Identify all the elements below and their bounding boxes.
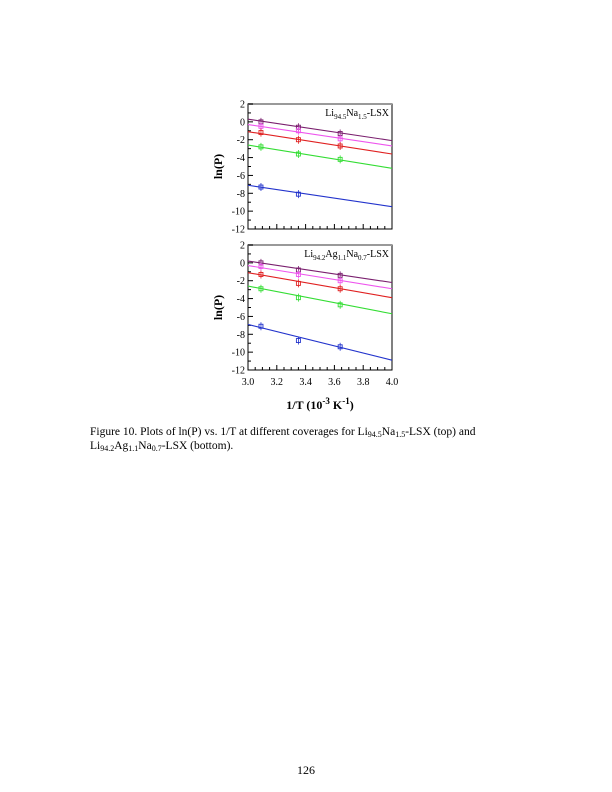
- y-axis-label: ln(P): [211, 295, 225, 320]
- y-tick-label: -8: [237, 330, 245, 341]
- chart-panel-top: 2 0 -2 -4 -6 -8 -10 -12 ln(P) Li94.5Na1.5-LSX: [211, 100, 393, 236]
- series-line: [247, 184, 393, 208]
- caption-text: Ag: [114, 440, 129, 452]
- x-label-part: -3: [322, 396, 330, 406]
- series-line: [247, 118, 393, 142]
- caption-text: Figure 10. Plots of ln(P) vs. 1/T at dif…: [90, 426, 368, 438]
- y-tick-label: -4: [237, 294, 245, 305]
- series-line: [247, 264, 393, 290]
- title-part: 1.5: [358, 113, 367, 121]
- y-tick-label: 0: [240, 117, 245, 128]
- title-part: Ag: [325, 249, 337, 260]
- y-tick-label: -8: [237, 189, 245, 200]
- title-part: 0.7: [358, 254, 367, 262]
- series-line: [247, 260, 393, 284]
- x-tick-label: 3.2: [271, 377, 284, 388]
- y-tick-label: -6: [237, 171, 245, 182]
- chart-panel-bottom: 2 0 -2 -4 -6 -8 -10 -123.0 3.2 3.4 3.6 3.8 4.0 ln(P) L…: [211, 241, 398, 389]
- title-part: Li: [304, 249, 313, 260]
- y-tick-label: -10: [232, 207, 245, 218]
- figure-caption: Figure 10. Plots of ln(P) vs. 1/T at dif…: [90, 425, 530, 453]
- x-tick-label: 3.4: [299, 377, 312, 388]
- title-part: -LSX: [367, 108, 390, 119]
- chart-title: Li94.5Na1.5-LSX: [325, 108, 390, 121]
- x-label-part: -1: [342, 396, 350, 406]
- y-tick-label: -4: [237, 153, 245, 164]
- caption-sub: 0.7: [151, 444, 162, 453]
- y-tick-label: 2: [240, 100, 245, 111]
- caption-text: -LSX (top) and Li: [90, 426, 476, 452]
- x-label-part: ): [350, 398, 354, 412]
- y-tick-label: 2: [240, 241, 245, 252]
- title-part: 94.5: [334, 113, 347, 121]
- x-tick-label: 4.0: [386, 377, 399, 388]
- series-line: [247, 323, 393, 361]
- title-part: 94.2: [313, 254, 326, 262]
- title-part: 1.1: [338, 254, 347, 262]
- series-line: [247, 131, 393, 155]
- y-tick-label: 0: [240, 258, 245, 269]
- x-axis-label: 1/T (10-3 K-1): [286, 396, 353, 412]
- series-line: [247, 285, 393, 315]
- title-part: -LSX: [367, 249, 390, 260]
- page-number: 126: [297, 763, 315, 777]
- figure-10: 20-2-4-6-8-10-12ln(P)Li94.5Na1.5-LSX20-2…: [211, 100, 398, 413]
- caption-sub: 94.2: [100, 444, 115, 453]
- x-tick-label: 3.0: [242, 377, 255, 388]
- chart-title: Li94.2Ag1.1Na0.7-LSX: [304, 249, 390, 262]
- caption-sub: 1.1: [128, 444, 139, 453]
- x-label-part: K: [330, 398, 343, 412]
- series-line: [247, 123, 393, 147]
- title-part: Na: [346, 108, 358, 119]
- caption-text: Na: [381, 426, 396, 438]
- x-label-part: 1/T (10: [286, 398, 322, 412]
- series-line: [247, 272, 393, 299]
- x-tick-label: 3.8: [357, 377, 370, 388]
- caption-sub: 94.5: [367, 430, 382, 439]
- caption-text: -LSX (bottom).: [161, 440, 234, 452]
- y-axis-label: ln(P): [211, 154, 225, 179]
- title-part: Na: [346, 249, 358, 260]
- x-tick-label: 3.6: [328, 377, 341, 388]
- title-part: Li: [325, 108, 334, 119]
- y-tick-label: -10: [232, 348, 245, 359]
- series-line: [247, 144, 393, 169]
- y-tick-label: -12: [232, 225, 245, 236]
- y-tick-label: -6: [237, 312, 245, 323]
- y-tick-label: -2: [237, 276, 245, 287]
- caption-sub: 1.5: [395, 430, 406, 439]
- y-tick-label: -2: [237, 135, 245, 146]
- caption-text: Na: [138, 440, 152, 452]
- y-tick-label: -12: [232, 366, 245, 377]
